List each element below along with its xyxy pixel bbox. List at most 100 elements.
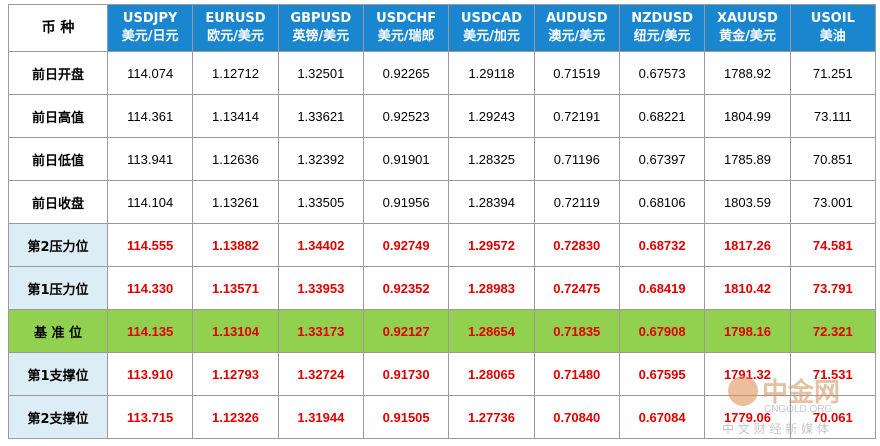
cell: 1.12712 <box>192 51 279 95</box>
cell: 0.67573 <box>618 51 706 95</box>
cell: 1.29572 <box>448 223 535 267</box>
cell: 1817.26 <box>704 223 791 267</box>
column-code: AUDUSD <box>545 11 608 26</box>
cell: 0.67084 <box>618 395 706 439</box>
column-header: USDJPY 美元/日元 <box>106 4 194 52</box>
cell: 1798.16 <box>704 309 791 353</box>
cell: 1.29118 <box>448 51 535 95</box>
cell: 70.851 <box>789 137 877 181</box>
cell: 0.91730 <box>362 352 450 396</box>
cell: 1.28325 <box>448 137 535 181</box>
cell: 1.13104 <box>192 309 279 353</box>
cell: 0.70840 <box>533 395 620 439</box>
cell: 113.715 <box>106 395 194 439</box>
cell: 113.910 <box>106 352 194 396</box>
row-label: 前日收盘 <box>8 180 108 224</box>
cell: 114.135 <box>106 309 194 353</box>
column-header: AUDUSD 澳元/美元 <box>533 4 620 52</box>
cell: 1.32724 <box>277 352 364 396</box>
cell: 0.72119 <box>533 180 620 224</box>
cell: 1810.42 <box>704 266 791 310</box>
cell: 70.061 <box>789 395 877 439</box>
table-row: 第2压力位 114.555 1.13882 1.34402 0.92749 1.29572… <box>8 223 877 267</box>
row-label: 第2压力位 <box>8 223 108 267</box>
cell: 1785.89 <box>704 137 791 181</box>
row-label: 前日低值 <box>8 137 108 181</box>
cell: 1.12326 <box>192 395 279 439</box>
cell: 71.251 <box>789 51 877 95</box>
row-label: 前日开盘 <box>8 51 108 95</box>
quote-table: 币 种 USDJPY 美元/日元 EURUSD 欧元/美元 GBPUSD 英镑/美元 USD… <box>8 4 877 439</box>
column-header: USDCHF 美元/瑞郎 <box>362 4 450 52</box>
cell: 0.92265 <box>362 51 450 95</box>
cell: 1.32392 <box>277 137 364 181</box>
cell: 1779.06 <box>704 395 791 439</box>
cell: 0.92523 <box>362 94 450 138</box>
table-row: 第2支撑位 113.715 1.12326 1.31944 0.91505 1.27736… <box>8 395 877 439</box>
cell: 0.72830 <box>533 223 620 267</box>
cell: 113.941 <box>106 137 194 181</box>
column-code: NZDUSD <box>631 11 694 26</box>
cell: 0.92749 <box>362 223 450 267</box>
cell: 1.33173 <box>277 309 364 353</box>
column-name: 英镑/美元 <box>292 29 350 44</box>
table-row: 前日低值 113.941 1.12636 1.32392 0.91901 1.28325 0… <box>8 137 877 181</box>
table-row: 前日收盘 114.104 1.13261 1.33505 0.91956 1.28394 0… <box>8 180 877 224</box>
cell: 0.67595 <box>618 352 706 396</box>
column-header: XAUUSD 黄金/美元 <box>704 4 791 52</box>
corner-cell: 币 种 <box>8 4 108 52</box>
cell: 73.001 <box>789 180 877 224</box>
column-header: USDCAD 美元/加元 <box>448 4 535 52</box>
column-code: USDCAD <box>460 11 523 26</box>
cell: 0.67397 <box>618 137 706 181</box>
column-name: 欧元/美元 <box>207 29 264 44</box>
column-name: 纽元/美元 <box>633 29 691 44</box>
table-row: 前日高值 114.361 1.13414 1.33621 0.92523 1.29243 0… <box>8 94 877 138</box>
cell: 1.12793 <box>192 352 279 396</box>
header-row: 币 种 USDJPY 美元/日元 EURUSD 欧元/美元 GBPUSD 英镑/美元 USD… <box>8 4 877 52</box>
column-name: 美元/加元 <box>463 29 520 44</box>
cell: 114.074 <box>106 51 194 95</box>
cell: 1.31944 <box>277 395 364 439</box>
cell: 0.92352 <box>362 266 450 310</box>
cell: 1.12636 <box>192 137 279 181</box>
cell: 1.32501 <box>277 51 364 95</box>
cell: 114.555 <box>106 223 194 267</box>
table-row: 基 准 位 114.135 1.13104 1.33173 0.92127 1.28654… <box>8 309 877 353</box>
column-name: 美元/瑞郎 <box>377 29 435 44</box>
table-row: 第1压力位 114.330 1.13571 1.33953 0.92352 1.28983… <box>8 266 877 310</box>
cell: 1.27736 <box>448 395 535 439</box>
row-label: 第2支撑位 <box>8 395 108 439</box>
cell: 1.33621 <box>277 94 364 138</box>
cell: 1.33505 <box>277 180 364 224</box>
cell: 0.71835 <box>533 309 620 353</box>
cell: 73.791 <box>789 266 877 310</box>
cell: 0.91956 <box>362 180 450 224</box>
cell: 1.13414 <box>192 94 279 138</box>
cell: 73.111 <box>789 94 877 138</box>
cell: 1791.32 <box>704 352 791 396</box>
cell: 0.68732 <box>618 223 706 267</box>
cell: 0.67908 <box>618 309 706 353</box>
cell: 0.68419 <box>618 266 706 310</box>
column-code: USDJPY <box>122 11 178 26</box>
cell: 0.68106 <box>618 180 706 224</box>
cell: 71.531 <box>789 352 877 396</box>
table-row: 前日开盘 114.074 1.12712 1.32501 0.92265 1.29118 0… <box>8 51 877 95</box>
cell: 0.68221 <box>618 94 706 138</box>
cell: 0.92127 <box>362 309 450 353</box>
cell: 0.91505 <box>362 395 450 439</box>
cell: 1.29243 <box>448 94 535 138</box>
column-header: NZDUSD 纽元/美元 <box>618 4 706 52</box>
cell: 1803.59 <box>704 180 791 224</box>
cell: 1.28983 <box>448 266 535 310</box>
cell: 114.361 <box>106 94 194 138</box>
cell: 0.71196 <box>533 137 620 181</box>
cell: 72.321 <box>789 309 877 353</box>
cell: 0.71519 <box>533 51 620 95</box>
column-header: GBPUSD 英镑/美元 <box>277 4 364 52</box>
cell: 114.330 <box>106 266 194 310</box>
cell: 1.28654 <box>448 309 535 353</box>
